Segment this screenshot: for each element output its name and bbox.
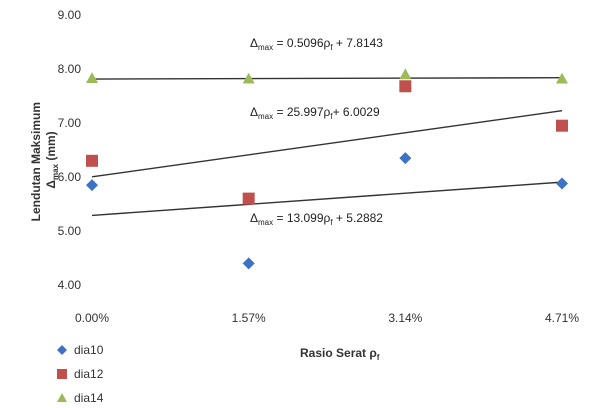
y-tick-label: 9.00 [58,8,82,22]
trendlines [91,77,563,217]
y-axis-ticks: 4.00 5.00 6.00 7.00 8.00 9.00 [58,8,82,292]
legend-label-dia10: dia10 [74,343,104,357]
data-point-dia10 [242,257,255,270]
y-tick-label: 5.00 [58,224,82,238]
legend-item-dia10: dia10 [57,343,104,357]
trend-equation-dia12: Δmax = 25.997ρf+ 6.0029 [250,105,380,121]
data-point-dia12 [556,119,568,132]
data-points [86,68,568,270]
y-axis-title-main: Lendutan Maksimum [29,102,43,221]
x-axis-title-sub: f [377,353,380,362]
y-axis-title: Lendutan Maksimum Δmax (mm) [29,99,60,222]
legend-marker-dia12 [57,369,67,379]
y-axis-title-unit: (mm) [44,131,58,164]
data-point-dia10 [86,179,98,192]
trendline-dia14 [91,77,563,80]
data-point-dia10 [556,177,568,190]
legend-label-dia12: dia12 [74,367,104,381]
x-tick-label: 0.00% [75,311,109,325]
data-point-dia14 [399,68,412,80]
x-axis-title-main: Rasio Serat ρ [300,346,377,360]
y-axis-title-sub: max [51,163,60,180]
x-tick-label: 4.71% [545,311,579,325]
data-point-dia14 [242,72,255,84]
legend-label-dia14: dia14 [74,391,104,405]
legend-item-dia14: dia14 [57,391,104,405]
x-axis-title: Rasio Serat ρf [300,346,380,362]
legend-marker-dia10 [57,345,67,355]
y-tick-label: 7.00 [58,116,82,130]
x-tick-label: 3.14% [388,311,422,325]
legend: dia10 dia12 dia14 [57,343,104,405]
trend-equation-dia14: Δmax = 0.5096ρf + 7.8143 [250,36,383,52]
trendline-dia10 [91,181,563,217]
data-point-dia12 [86,154,98,167]
data-point-dia12 [399,80,412,93]
y-axis-title-symbol: Δ [44,180,58,189]
trendline-dia12 [91,110,563,178]
x-axis-ticks: 0.00% 1.57% 3.14% 4.71% [75,311,579,325]
y-tick-label: 6.00 [58,170,82,184]
data-point-dia14 [86,72,98,83]
data-point-dia10 [399,152,412,165]
trend-equation-dia10: Δmax = 13.099ρf + 5.2882 [250,211,383,227]
trend-equations: Δmax = 13.099ρf + 5.2882 Δmax = 25.997ρf+… [250,36,383,227]
data-point-dia14 [556,72,568,84]
data-point-dia12 [242,192,255,205]
legend-marker-dia14 [57,393,67,402]
y-tick-label: 4.00 [58,278,82,292]
legend-item-dia12: dia12 [57,367,104,381]
x-tick-label: 1.57% [232,311,266,325]
y-tick-label: 8.00 [58,62,82,76]
